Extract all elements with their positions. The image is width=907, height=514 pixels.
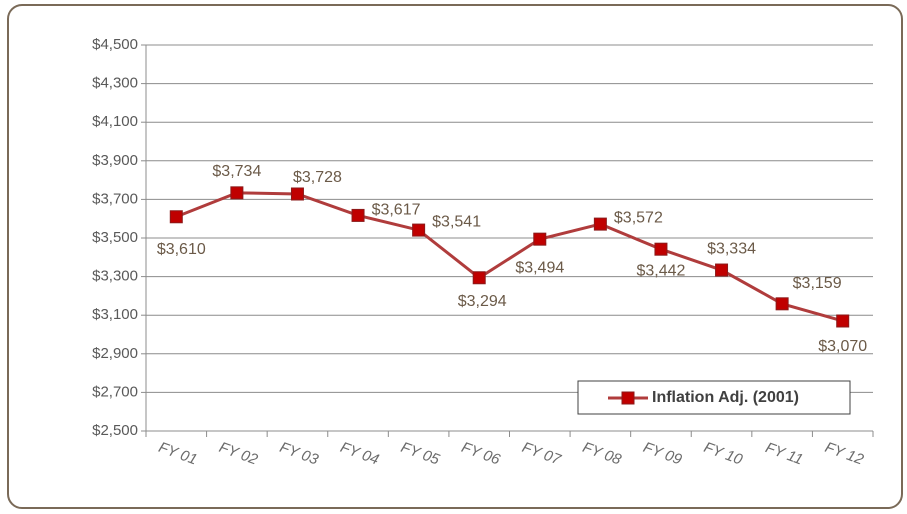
marker	[472, 271, 486, 285]
data-label: $3,442	[636, 262, 685, 279]
y-tick-label: $2,700	[92, 383, 138, 400]
marker	[169, 210, 183, 224]
data-label: $3,610	[157, 241, 206, 258]
y-tick-label: $4,500	[92, 36, 138, 53]
y-tick-label: $3,300	[92, 268, 138, 285]
data-label: $3,728	[293, 169, 342, 186]
marker	[836, 314, 850, 328]
chart-frame	[7, 4, 903, 509]
series-line	[175, 191, 844, 323]
marker	[775, 297, 789, 311]
data-label: $3,541	[432, 213, 481, 230]
marker	[533, 232, 547, 246]
data-label: $3,334	[707, 240, 756, 257]
legend-marker	[621, 391, 635, 405]
y-tick-label: $2,500	[92, 422, 138, 439]
y-tick-label: $3,500	[92, 229, 138, 246]
data-label: $3,070	[818, 338, 867, 355]
marker	[351, 208, 365, 222]
marker	[230, 186, 244, 200]
data-label: $3,572	[614, 209, 663, 226]
marker	[654, 242, 668, 256]
y-tick-label: $3,100	[92, 306, 138, 323]
marker	[593, 217, 607, 231]
marker	[412, 223, 426, 237]
y-tick-label: $3,700	[92, 190, 138, 207]
y-tick-label: $3,900	[92, 152, 138, 169]
data-label: $3,494	[515, 259, 564, 276]
legend-label: Inflation Adj. (2001)	[652, 389, 799, 406]
y-tick-label: $2,900	[92, 345, 138, 362]
marker	[290, 187, 304, 201]
data-label: $3,734	[212, 163, 261, 180]
y-tick-label: $4,300	[92, 75, 138, 92]
marker	[715, 263, 729, 277]
y-tick-label: $4,100	[92, 113, 138, 130]
data-label: $3,159	[793, 275, 842, 292]
data-label: $3,294	[458, 293, 507, 310]
data-label: $3,617	[372, 202, 421, 219]
